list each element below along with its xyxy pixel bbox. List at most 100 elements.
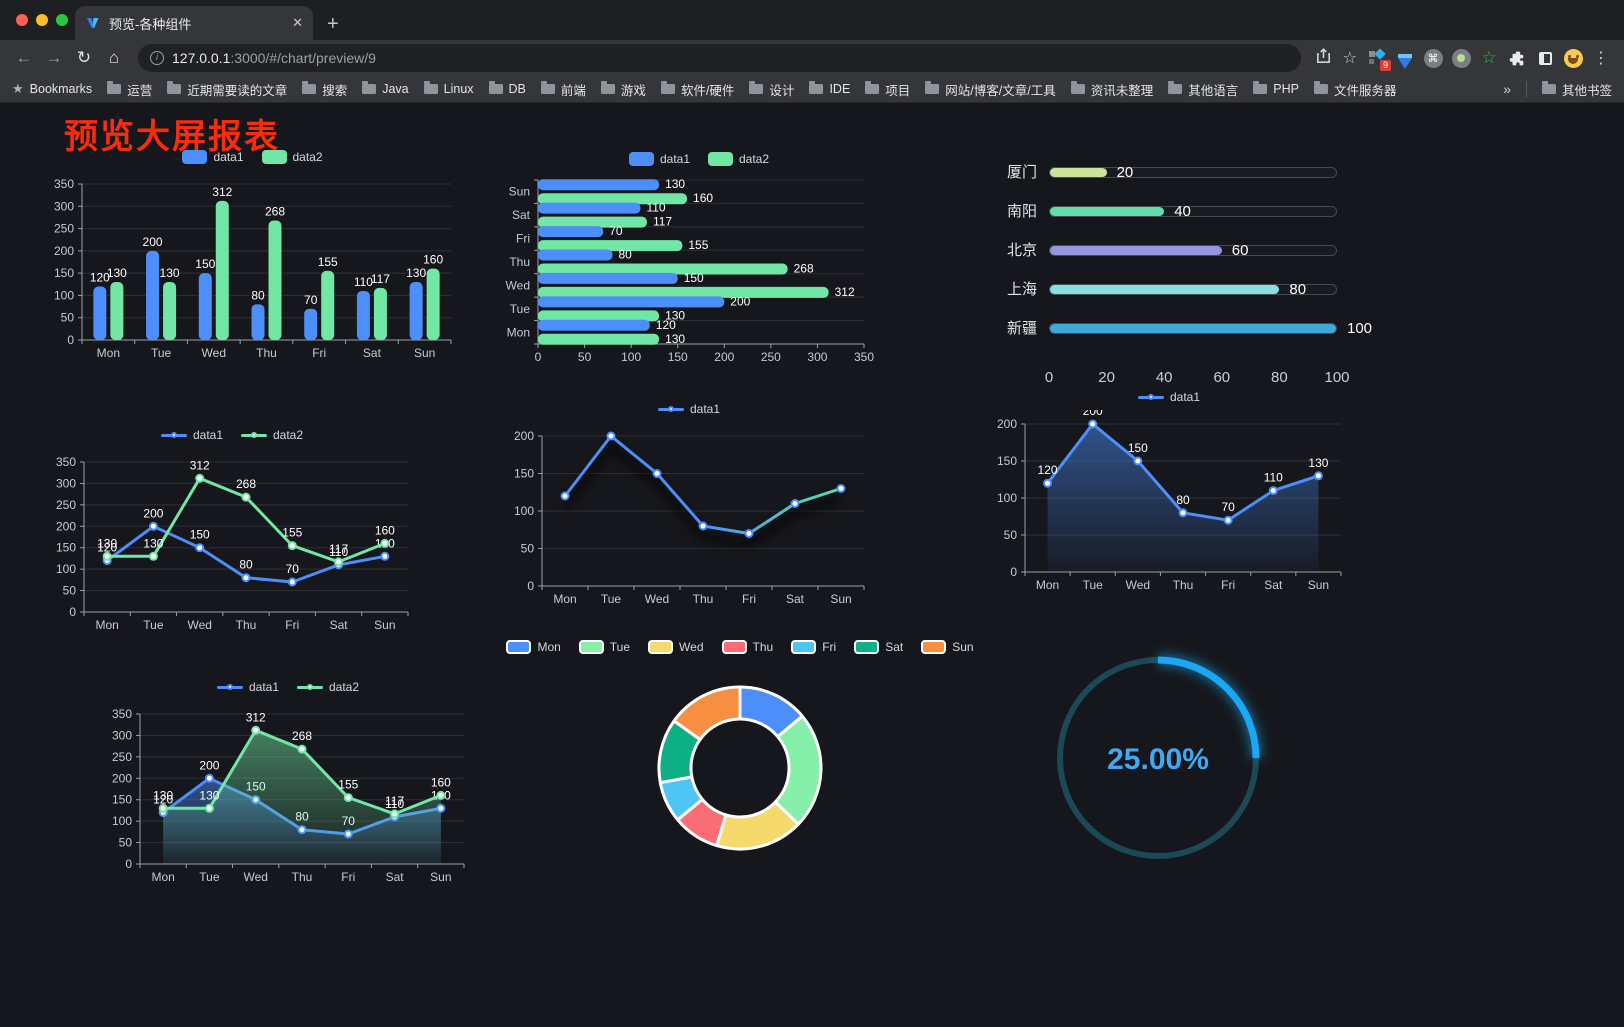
svg-text:Mon: Mon — [1036, 578, 1059, 592]
svg-text:130: 130 — [97, 536, 117, 550]
bookmarks-root[interactable]: ★ Bookmarks — [12, 81, 92, 97]
bookmark-folder-资讯未整理[interactable]: 资讯未整理 — [1070, 80, 1153, 99]
legend-item-data1[interactable]: data1 — [1137, 390, 1200, 404]
legend-item-data2[interactable]: data2 — [297, 680, 359, 694]
bookmark-folder-前端[interactable]: 前端 — [540, 80, 586, 99]
gradient-line-chart-plot: 0 50 100 150 200 Mon Tue Wed Thu Fri Sat Sun — [514, 429, 865, 606]
bookmark-folder-设计[interactable]: 设计 — [749, 80, 794, 99]
browser-tab[interactable]: 预览-各种组件 ✕ — [75, 6, 313, 40]
two-line-chart-plot: 0 50 100 150 200 250 300 350 Mon Tue Wed Thu Fri Sat S… — [56, 455, 409, 632]
bookmark-folder-DB[interactable]: DB — [488, 80, 526, 99]
svg-text:300: 300 — [56, 476, 76, 490]
bookmarks-overflow-chevron[interactable]: » — [1503, 81, 1511, 97]
svg-text:117: 117 — [385, 794, 404, 808]
pie-slice-Sun[interactable] — [672, 685, 742, 741]
progress-label-新疆: 新疆 — [1006, 320, 1037, 337]
forward-button[interactable]: → — [45, 48, 63, 67]
legend-item-Sun[interactable]: Sun — [921, 640, 974, 654]
bookmark-folders: 运营 近期需要读的文章 搜索 Java Linux DB 前端 游戏 软件/硬件 设计 IDE 项目 网… — [107, 80, 1396, 99]
legend-item-Tue[interactable]: Tue — [578, 640, 631, 654]
bookmark-folder-项目[interactable]: 项目 — [865, 80, 910, 99]
legend-item-Mon[interactable]: Mon — [506, 640, 561, 654]
svg-text:155: 155 — [282, 526, 302, 540]
svg-text:200: 200 — [714, 350, 734, 364]
tab-close-icon[interactable]: ✕ — [292, 15, 303, 30]
legend-item-Wed[interactable]: Wed — [648, 640, 704, 654]
legend-item-data2[interactable]: data2 — [708, 152, 769, 166]
bookmark-folder-搜索[interactable]: 搜索 — [302, 80, 347, 99]
extensions-puzzle-icon[interactable] — [1506, 47, 1528, 69]
bookmark-folder-文件服务器[interactable]: 文件服务器 — [1313, 80, 1396, 99]
svg-text:0: 0 — [527, 579, 534, 593]
svg-text:250: 250 — [56, 498, 76, 512]
bookmark-folder-PHP[interactable]: PHP — [1253, 80, 1299, 99]
legend-marker — [1137, 394, 1164, 400]
bookmark-folder-IDE[interactable]: IDE — [809, 80, 850, 99]
extension-dot-icon[interactable] — [1450, 47, 1472, 69]
extension-blocker-icon[interactable]: 9 — [1366, 47, 1391, 71]
bookmark-folder-Java[interactable]: Java — [362, 80, 409, 99]
back-button[interactable]: ← — [15, 48, 33, 67]
minimize-window-button[interactable] — [36, 14, 48, 26]
home-button[interactable]: ⌂ — [108, 48, 120, 67]
legend-item-Sat[interactable]: Sat — [854, 640, 903, 654]
legend-item-Fri[interactable]: Fri — [791, 640, 836, 654]
address-bar[interactable]: i 127.0.0.1:3000/#/chart/preview/9 — [138, 44, 1301, 72]
legend-label: Tue — [609, 640, 631, 654]
other-bookmarks-folder[interactable]: 其他书签 — [1541, 80, 1612, 99]
svg-text:0: 0 — [67, 333, 74, 347]
two-area-line-chart-plot: 0 50 100 150 200 250 300 350 Mon Tue Wed Thu Fri Sat S… — [112, 707, 465, 884]
legend-item-data2[interactable]: data2 — [241, 428, 303, 442]
extension-command-icon[interactable]: ⌘ — [1422, 47, 1444, 69]
legend-item-data1[interactable]: data1 — [182, 150, 244, 164]
browser-menu-icon[interactable]: ⋮ — [1593, 50, 1609, 67]
svg-text:150: 150 — [54, 266, 74, 280]
bookmark-folder-Linux[interactable]: Linux — [423, 80, 474, 99]
extension-star-icon[interactable]: ☆ — [1481, 48, 1497, 67]
progress-axis-tick: 100 — [1324, 369, 1350, 386]
legend-marker — [506, 640, 532, 654]
extension-gem-icon[interactable] — [1394, 47, 1416, 69]
legend-marker — [708, 152, 733, 166]
legend-item-data1[interactable]: data1 — [216, 680, 279, 694]
bookmarks-label: Bookmarks — [29, 82, 93, 96]
legend-marker — [657, 406, 684, 412]
bookmark-label: 网站/博客/文章/工具 — [945, 83, 1056, 98]
svg-text:130: 130 — [665, 308, 685, 322]
folder-icon — [362, 81, 377, 94]
emoji-extension-icon[interactable] — [1562, 47, 1584, 69]
bookmark-folder-游戏[interactable]: 游戏 — [600, 80, 646, 99]
site-info-icon[interactable]: i — [150, 51, 164, 65]
legend-marker — [791, 640, 817, 654]
bookmark-folder-网站/博客/文章/工具[interactable]: 网站/博客/文章/工具 — [925, 80, 1056, 99]
bookmark-star-icon[interactable]: ☆ — [1342, 50, 1357, 67]
close-window-button[interactable] — [16, 14, 28, 26]
legend-marker — [297, 684, 323, 690]
legend-item-data2[interactable]: data2 — [261, 150, 323, 164]
legend-item-data1[interactable]: data1 — [628, 152, 690, 166]
two-line-chart: data1 data2 0 50 100 150 200 250 300 350 Mon Tue Wed… — [42, 424, 422, 636]
legend-item-Thu[interactable]: Thu — [721, 640, 773, 654]
bookmark-folder-运营[interactable]: 运营 — [107, 80, 152, 99]
new-tab-button[interactable]: + — [327, 13, 339, 35]
svg-text:120: 120 — [656, 318, 676, 332]
svg-text:Sun: Sun — [374, 618, 395, 632]
legend-marker — [182, 150, 208, 164]
maximize-window-button[interactable] — [56, 14, 68, 26]
legend-item-data1[interactable]: data1 — [657, 402, 721, 416]
legend-label: data1 — [689, 402, 721, 416]
reading-list-icon[interactable] — [1534, 47, 1556, 69]
share-icon[interactable] — [1311, 47, 1336, 69]
bookmark-folder-其他语言[interactable]: 其他语言 — [1168, 80, 1238, 99]
bookmark-folder-近期需要读的文章[interactable]: 近期需要读的文章 — [167, 80, 287, 99]
bookmark-folder-软件/硬件[interactable]: 软件/硬件 — [660, 80, 734, 99]
svg-text:120: 120 — [1038, 463, 1058, 477]
legend-item-data1[interactable]: data1 — [160, 428, 223, 442]
svg-text:117: 117 — [653, 215, 672, 229]
svg-text:312: 312 — [212, 185, 232, 199]
svg-text:Sun: Sun — [430, 870, 451, 884]
svg-text:200: 200 — [143, 235, 163, 249]
svg-text:110: 110 — [1264, 471, 1283, 485]
svg-text:Sun: Sun — [509, 185, 530, 199]
reload-button[interactable]: ↻ — [76, 48, 92, 67]
